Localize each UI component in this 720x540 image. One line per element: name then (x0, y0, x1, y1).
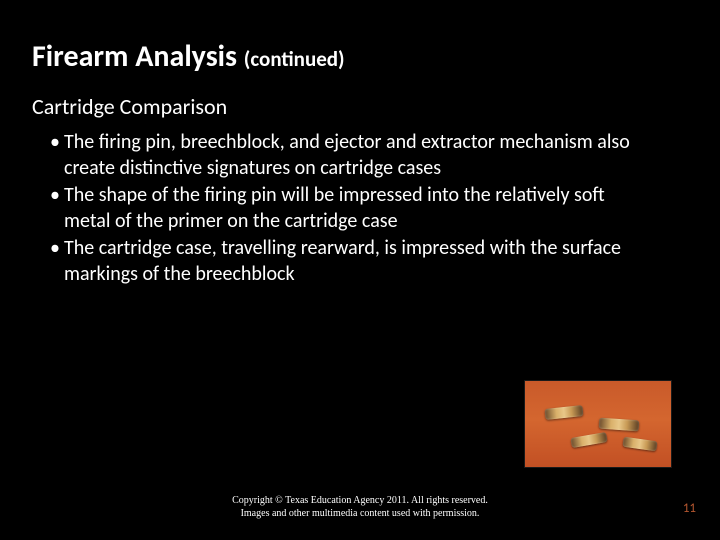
title-main: Firearm Analysis (32, 38, 244, 75)
bullet-item: The shape of the firing pin will be impr… (50, 183, 642, 234)
slide-subtitle: Cartridge Comparison (32, 93, 688, 120)
title-continued: (continued) (244, 46, 345, 72)
cartridge-image (524, 380, 672, 468)
slide-title: Firearm Analysis (continued) (32, 38, 688, 75)
slide-container: Firearm Analysis (continued) Cartridge C… (0, 0, 720, 540)
copyright-line: Copyright © Texas Education Agency 2011.… (0, 495, 720, 508)
bullet-item: The cartridge case, travelling rearward,… (50, 236, 642, 287)
copyright-line: Images and other multimedia content used… (0, 508, 720, 521)
copyright-block: Copyright © Texas Education Agency 2011.… (0, 495, 720, 520)
cartridge-casing-icon (599, 418, 640, 432)
page-number: 11 (683, 501, 696, 516)
cartridge-casing-icon (545, 405, 584, 420)
bullet-item: The firing pin, breechblock, and ejector… (50, 130, 642, 181)
bullet-list: The firing pin, breechblock, and ejector… (32, 130, 642, 288)
cartridge-casing-icon (622, 437, 657, 452)
cartridge-casing-icon (570, 432, 607, 448)
